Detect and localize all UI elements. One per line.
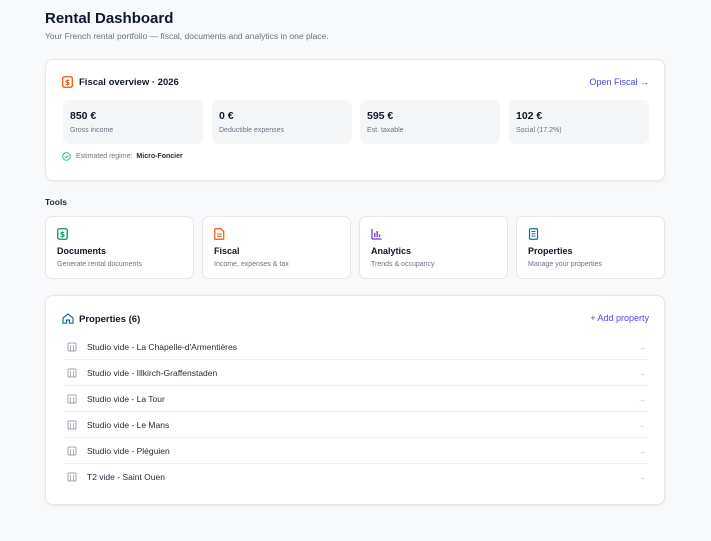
svg-text:$: $ [60, 230, 65, 239]
tool-name: Fiscal [214, 246, 240, 256]
stat-label: Deductible expenses [219, 127, 284, 134]
stat-value: 0 € [219, 110, 234, 122]
property-row[interactable]: Studio vide - Illkirch-Graffenstaden → [64, 360, 649, 386]
tool-name: Documents [57, 246, 107, 256]
document-dollar-icon: $ [57, 228, 68, 240]
stat-label: Est. taxable [367, 127, 404, 134]
building-icon [528, 228, 539, 240]
arrow-right-icon: → [637, 342, 646, 352]
stat-label: Social (17.2%) [516, 127, 562, 134]
tools-heading: Tools [45, 197, 68, 207]
building-icon [67, 394, 77, 403]
property-name: Studio vide - La Chapelle-d'Armentières [87, 341, 237, 352]
regime-value: Micro-Foncier [136, 153, 183, 160]
stat-label: Gross income [70, 127, 114, 134]
arrow-right-icon: → [637, 446, 646, 456]
property-row[interactable]: Studio vide - La Chapelle-d'Armentières … [64, 334, 649, 360]
stat-deductible-expenses: 0 € Deductible expenses [212, 100, 352, 144]
tool-description: Generate rental documents [57, 261, 142, 268]
tool-name: Analytics [371, 246, 412, 256]
tool-description: Trends & occupancy [371, 261, 435, 268]
svg-text:$: $ [65, 78, 70, 87]
stat-est-taxable: 595 € Est. taxable [360, 100, 500, 144]
fiscal-overview-card: $ Fiscal overview · 2026 Open Fiscal → 8… [45, 59, 665, 181]
fiscal-overview-title: Fiscal overview · 2026 [79, 77, 179, 88]
property-name: Studio vide - Pléguien [87, 445, 170, 456]
property-name: Studio vide - Illkirch-Graffenstaden [87, 367, 218, 378]
properties-title: Properties (6) [79, 314, 141, 325]
tool-fiscal[interactable]: Fiscal Income, expenses & tax [202, 216, 351, 279]
property-name: Studio vide - Le Mans [87, 419, 170, 430]
page-title: Rental Dashboard [45, 10, 174, 27]
bar-chart-icon [371, 229, 382, 240]
fiscal-document-icon: $ [62, 76, 73, 88]
tool-documents[interactable]: $ Documents Generate rental documents [45, 216, 194, 279]
stat-value: 850 € [70, 110, 97, 122]
properties-card: Properties (6) + Add property Studio vid… [45, 295, 665, 505]
check-circle-icon [62, 152, 71, 161]
tool-properties[interactable]: Properties Manage your properties [516, 216, 665, 279]
fiscal-stats: 850 € Gross income 0 € Deductible expens… [63, 100, 650, 144]
building-icon [67, 342, 77, 351]
building-icon [67, 472, 77, 482]
tool-analytics[interactable]: Analytics Trends & occupancy [359, 216, 508, 279]
tool-description: Income, expenses & tax [214, 261, 289, 268]
add-property-button[interactable]: + Add property [590, 313, 649, 323]
building-icon [67, 368, 77, 377]
building-icon [67, 420, 77, 429]
arrow-right-icon: → [637, 420, 646, 430]
tool-name: Properties [528, 246, 573, 256]
regime-label: Estimated regime: [76, 153, 133, 160]
property-row[interactable]: Studio vide - Pléguien → [64, 438, 649, 464]
stat-value: 102 € [516, 110, 543, 122]
stat-social: 102 € Social (17.2%) [509, 100, 649, 144]
arrow-right-icon: → [637, 368, 646, 378]
document-text-icon [214, 228, 225, 240]
arrow-right-icon: → [637, 394, 646, 404]
property-name: T2 vide - Saint Ouen [87, 472, 165, 482]
property-row[interactable]: T2 vide - Saint Ouen → [64, 464, 649, 490]
building-icon [67, 446, 77, 455]
estimated-regime: Estimated regime: Micro-Foncier [62, 152, 183, 161]
property-list: Studio vide - La Chapelle-d'Armentières … [64, 334, 649, 490]
stat-gross-income: 850 € Gross income [63, 100, 203, 144]
property-row[interactable]: Studio vide - Le Mans → [64, 412, 649, 438]
open-fiscal-link[interactable]: Open Fiscal → [589, 77, 649, 87]
property-name: Studio vide - La Tour [87, 393, 165, 404]
property-row[interactable]: Studio vide - La Tour → [64, 386, 649, 412]
page-subtitle: Your French rental portfolio — fiscal, d… [45, 31, 329, 41]
arrow-right-icon: → [637, 472, 646, 482]
stat-value: 595 € [367, 110, 394, 122]
tool-description: Manage your properties [528, 261, 602, 268]
home-icon [62, 313, 74, 324]
